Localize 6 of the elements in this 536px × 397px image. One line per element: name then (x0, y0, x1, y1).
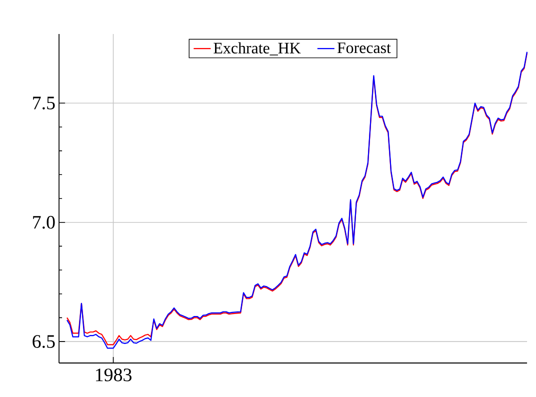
legend-label: Exchrate_HK (214, 42, 301, 56)
legend-label: Forecast (337, 42, 391, 54)
y-tick-label: 7.0 (33, 216, 55, 229)
y-tick-label: 7.5 (33, 96, 55, 110)
x-tick-label: 1983 (96, 368, 132, 382)
y-tick-label: 6.5 (32, 335, 55, 348)
